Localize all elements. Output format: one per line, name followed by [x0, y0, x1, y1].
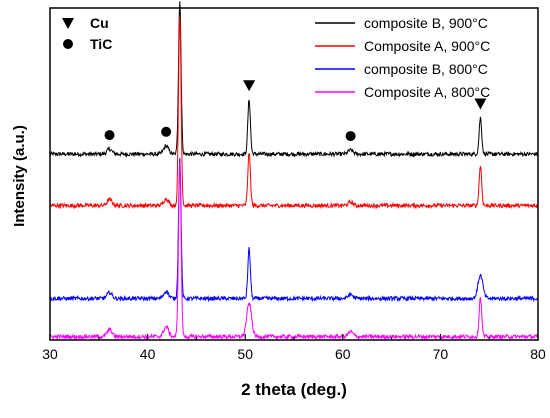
x-tick-label: 30 [42, 346, 58, 362]
series-line [49, 157, 539, 303]
series-line [49, 162, 539, 341]
phase-legend-label: Cu [90, 15, 109, 31]
tic-legend-icon [63, 39, 73, 49]
phase-legend-label: TiC [90, 36, 112, 52]
cu-marker [243, 80, 256, 92]
plot-frame [49, 7, 539, 341]
series-line [49, 16, 539, 210]
tick-layer: 30 40 50 60 70 80 [42, 334, 546, 362]
phase-legend: Cu TiC [62, 15, 112, 52]
x-tick-label: 60 [335, 346, 351, 362]
tic-marker [161, 126, 172, 137]
legend-label: Composite A, 800°C [364, 84, 490, 100]
phase-marker-layer [104, 80, 487, 142]
legend: composite B, 900°C Composite A, 900°C comp… [315, 15, 490, 100]
tic-marker [104, 130, 115, 141]
tic-marker [345, 131, 356, 142]
legend-label: composite B, 900°C [364, 15, 488, 31]
cu-legend-icon [62, 18, 74, 29]
x-axis-title: 2 theta (deg.) [241, 380, 347, 399]
x-tick-label: 40 [140, 346, 156, 362]
legend-label: Composite A, 900°C [364, 38, 490, 54]
legend-label: composite B, 800°C [364, 61, 488, 77]
x-tick-label: 50 [237, 346, 253, 362]
series-line [49, 1, 539, 158]
cu-marker [474, 98, 487, 110]
y-axis-title: Intensity (a.u.) [11, 125, 28, 227]
x-tick-label: 70 [433, 346, 449, 362]
x-tick-label: 80 [530, 346, 546, 362]
